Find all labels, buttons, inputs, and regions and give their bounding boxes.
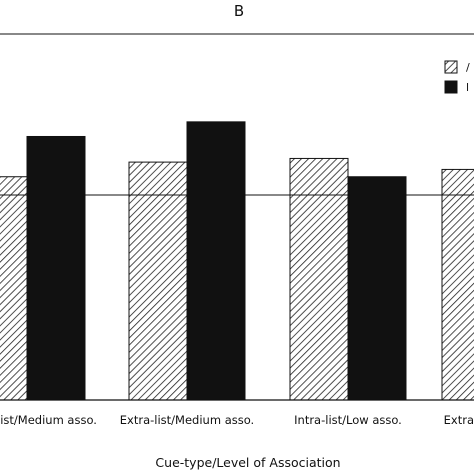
bar-series2-cat2: [186, 121, 246, 401]
bar-series2-cat1: [26, 135, 86, 401]
x-tick-label-3: Intra-list/Low asso.: [294, 413, 402, 427]
bar-series1-cat2: [128, 161, 188, 401]
bar-series1-cat1: [0, 176, 28, 401]
bar-series1-cat4: [441, 168, 474, 401]
bars-group: [0, 121, 474, 401]
legend-swatch-2: [444, 80, 458, 94]
legend: /l: [444, 60, 470, 94]
tick-labels-group: list/Medium asso. Extra-list/Medium asso.…: [0, 413, 474, 427]
legend-swatch-1: [444, 60, 458, 74]
panel-letter: B: [234, 2, 244, 20]
bar-series2-cat3: [347, 176, 407, 401]
legend-label-2: l: [466, 81, 469, 94]
x-tick-label-4: Extra: [444, 413, 474, 427]
x-tick-label-1: list/Medium asso.: [0, 413, 97, 427]
x-tick-label-2: Extra-list/Medium asso.: [120, 413, 254, 427]
legend-label-1: /: [466, 61, 470, 74]
x-axis-title: Cue-type/Level of Association: [155, 455, 340, 470]
